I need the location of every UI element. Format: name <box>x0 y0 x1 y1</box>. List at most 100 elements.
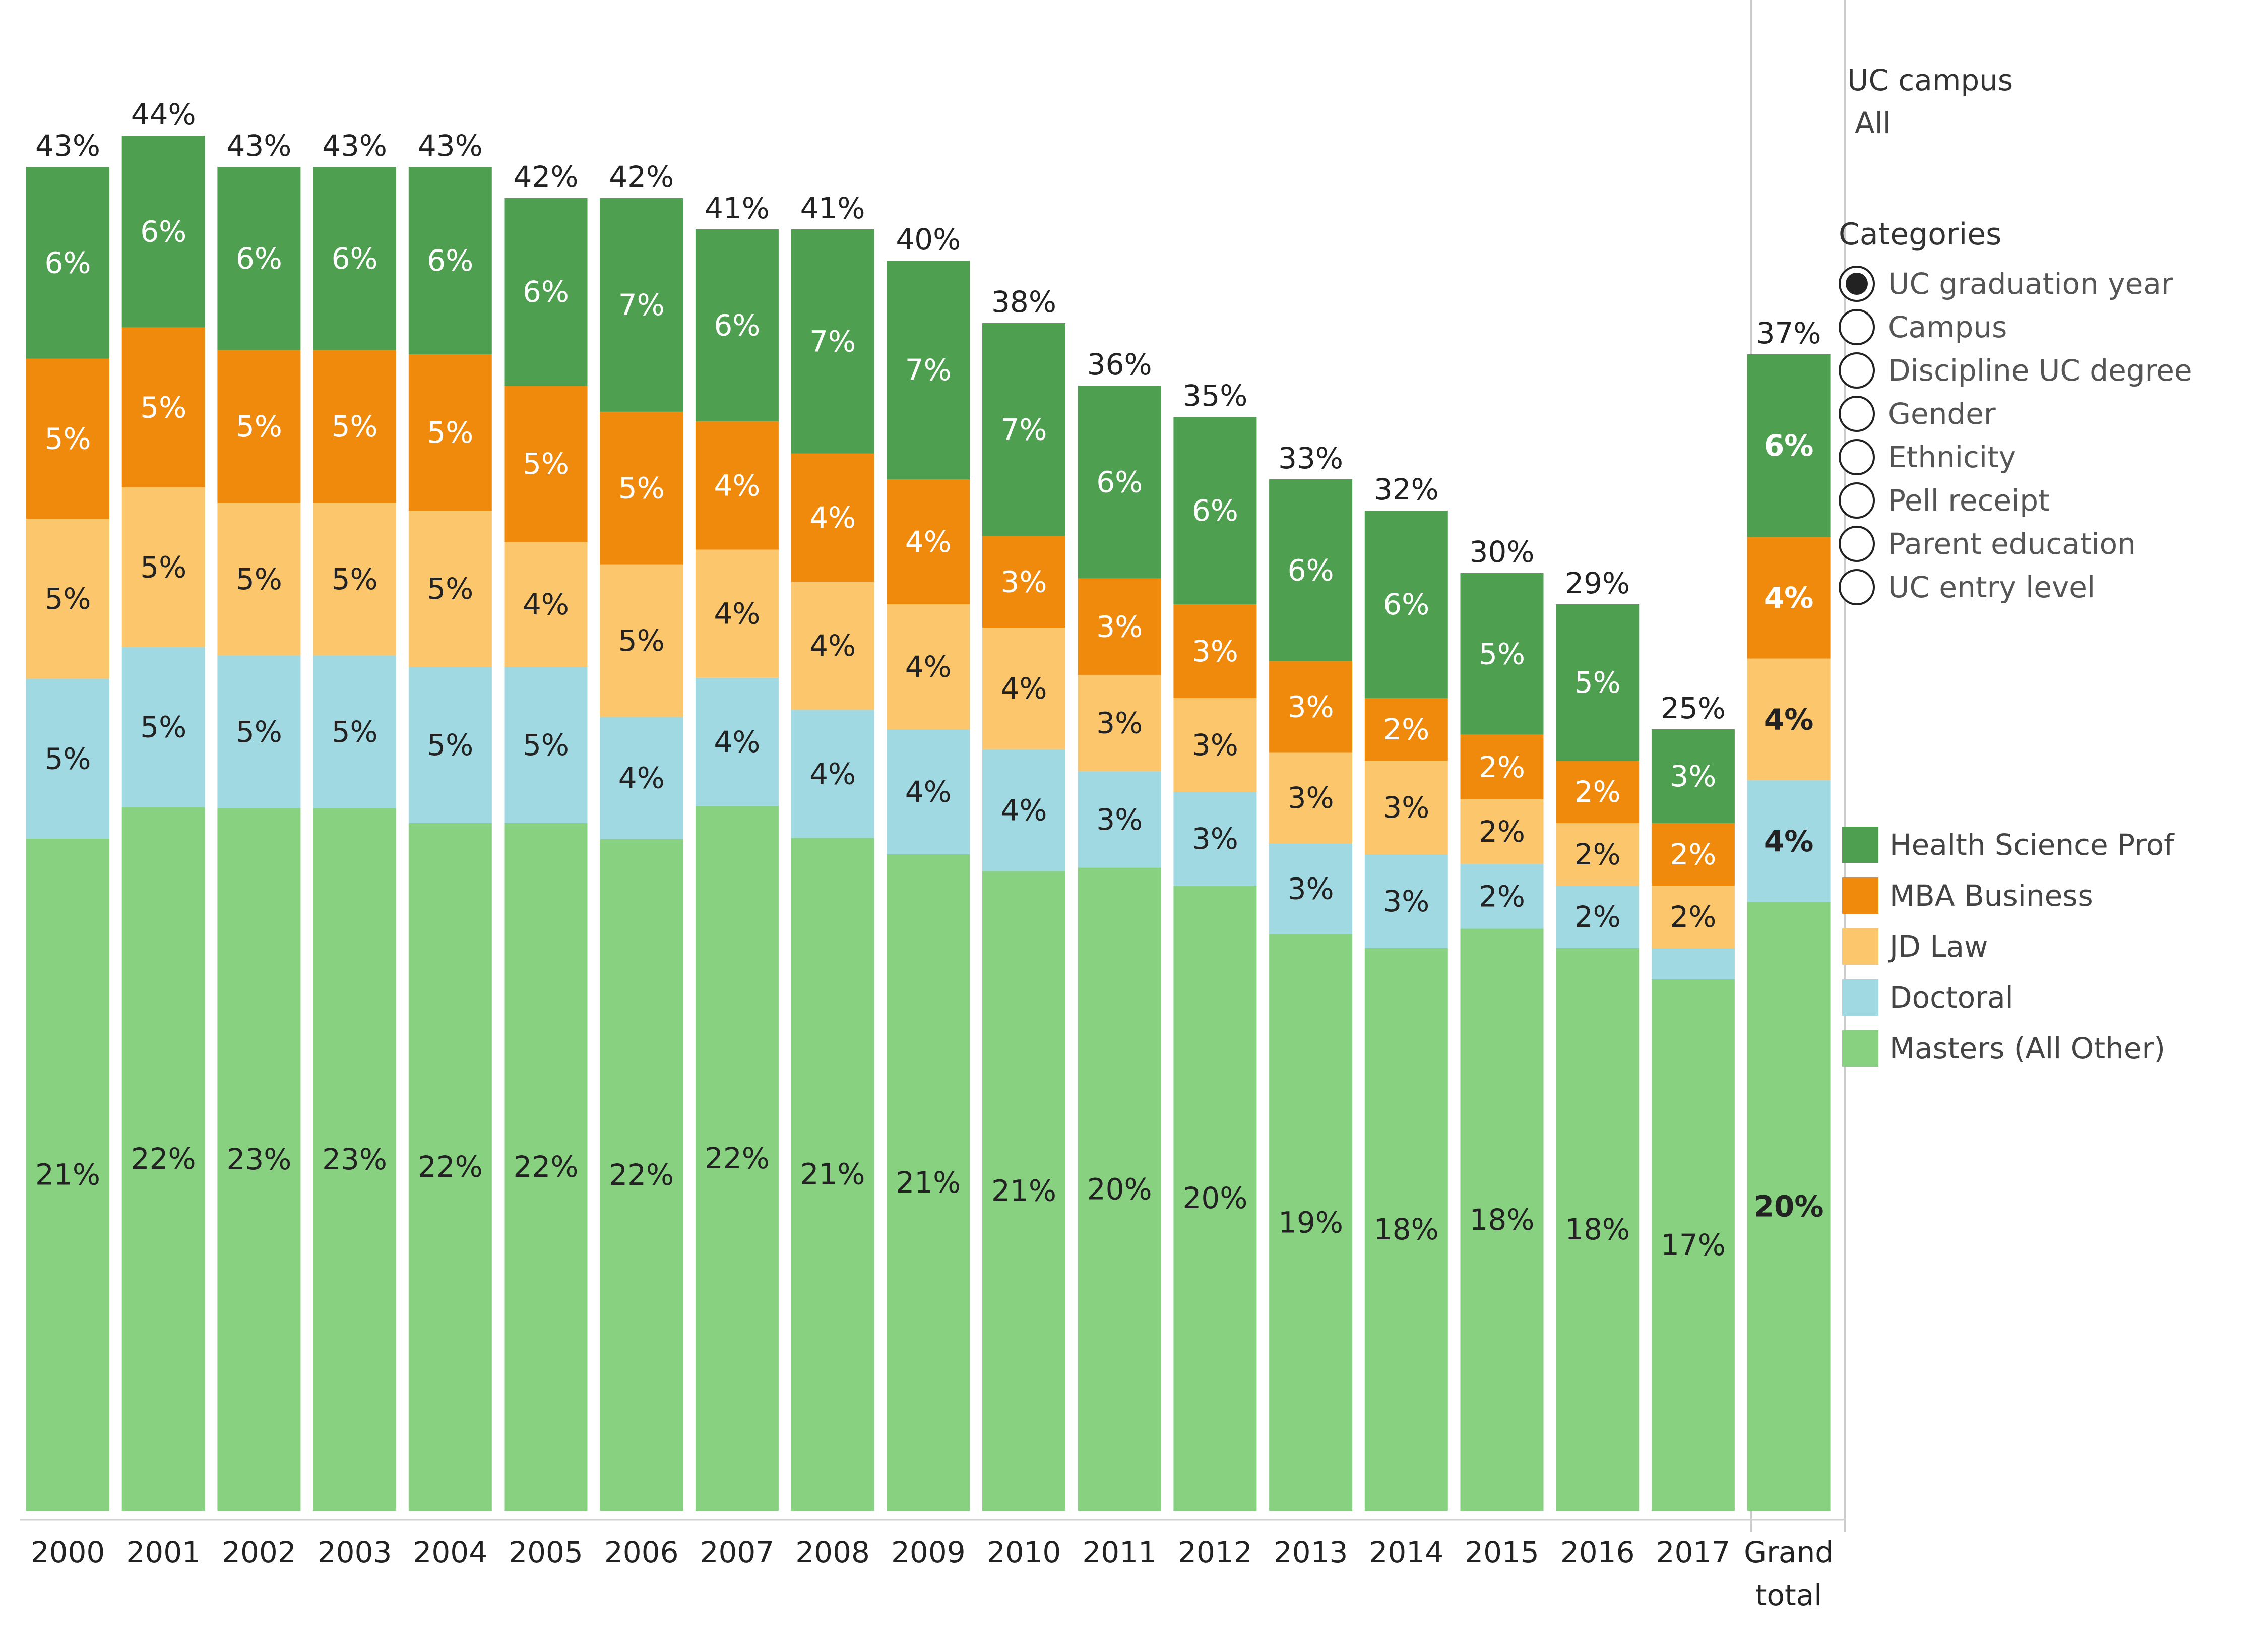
bar-segment-masters-all-other-2003[interactable] <box>313 808 397 1511</box>
bar-segment-jd-law-2008[interactable] <box>791 582 874 710</box>
bar-segment-mba-business-2001[interactable] <box>121 327 205 487</box>
bar-segment-jd-law-2011[interactable] <box>1078 674 1161 772</box>
bar-segment-doctoral-2017[interactable] <box>1651 948 1735 979</box>
bar-segment-doctoral-2015[interactable] <box>1460 864 1544 929</box>
bar-segment-health-science-prof-2010[interactable] <box>982 323 1065 536</box>
bar-segment-doctoral-2011[interactable] <box>1078 771 1161 868</box>
bar-segment-jd-law-2015[interactable] <box>1460 799 1544 864</box>
bar-segment-jd-law-2007[interactable] <box>695 549 779 678</box>
bar-segment-mba-business-2010[interactable] <box>982 536 1065 628</box>
bar-segment-health-science-prof-2015[interactable] <box>1460 573 1544 735</box>
bar-segment-doctoral-2007[interactable] <box>695 677 779 806</box>
bar-segment-health-science-prof-2017[interactable] <box>1651 729 1735 823</box>
radio-unselected-icon[interactable] <box>1839 352 1875 389</box>
bar-segment-health-science-prof-2005[interactable] <box>504 198 588 386</box>
bar-segment-health-science-prof-2009[interactable] <box>887 261 970 479</box>
bar-segment-mba-business-2008[interactable] <box>791 453 874 582</box>
bar-segment-masters-all-other-2001[interactable] <box>121 807 205 1511</box>
bar-segment-masters-all-other-2014[interactable] <box>1364 948 1448 1511</box>
bar-segment-mba-business-2014[interactable] <box>1364 698 1448 761</box>
bar-segment-doctoral-2008[interactable] <box>791 710 874 838</box>
bar-segment-health-science-prof-2001[interactable] <box>121 136 205 328</box>
bar-segment-doctoral-2004[interactable] <box>408 667 492 823</box>
bar-segment-jd-law-2001[interactable] <box>121 487 205 648</box>
bar-segment-mba-business-2017[interactable] <box>1651 823 1735 886</box>
bar-segment-masters-all-other-2013[interactable] <box>1269 934 1353 1511</box>
bar-segment-doctoral-2003[interactable] <box>313 655 397 808</box>
bar-segment-masters-all-other-2016[interactable] <box>1556 948 1640 1511</box>
bar-segment-jd-law-2010[interactable] <box>982 628 1065 749</box>
bar-segment-mba-business-2009[interactable] <box>887 479 970 604</box>
bar-segment-mba-business-2006[interactable] <box>600 411 683 565</box>
bar-segment-mba-business-2000[interactable] <box>26 358 109 519</box>
bar-segment-mba-business-2004[interactable] <box>408 354 492 511</box>
bar-segment-mba-business-2005[interactable] <box>504 386 588 542</box>
bar-segment-masters-all-other-2011[interactable] <box>1078 867 1161 1511</box>
bar-segment-jd-law-grand-total[interactable] <box>1747 658 1831 781</box>
bar-segment-jd-law-2012[interactable] <box>1173 698 1257 792</box>
bar-segment-doctoral-2006[interactable] <box>600 717 683 839</box>
bar-segment-masters-all-other-2008[interactable] <box>791 838 874 1511</box>
radio-unselected-icon[interactable] <box>1839 569 1875 605</box>
bar-segment-health-science-prof-2003[interactable] <box>313 167 397 350</box>
radio-unselected-icon[interactable] <box>1839 439 1875 475</box>
bar-segment-masters-all-other-2005[interactable] <box>504 823 588 1511</box>
bar-segment-mba-business-2011[interactable] <box>1078 578 1161 675</box>
bar-segment-masters-all-other-2007[interactable] <box>695 805 779 1511</box>
bar-segment-masters-all-other-2017[interactable] <box>1651 979 1735 1511</box>
bar-segment-masters-all-other-2015[interactable] <box>1460 928 1544 1511</box>
legend-item-doctoral[interactable]: Doctoral <box>1842 972 2174 1023</box>
radio-unselected-icon[interactable] <box>1839 482 1875 519</box>
bar-segment-masters-all-other-grand-total[interactable] <box>1747 902 1831 1511</box>
legend-item-health-science-prof[interactable]: Health Science Prof <box>1842 819 2174 870</box>
bar-segment-jd-law-2009[interactable] <box>887 604 970 729</box>
bar-segment-doctoral-2016[interactable] <box>1556 886 1640 948</box>
bar-segment-jd-law-2014[interactable] <box>1364 761 1448 854</box>
bar-segment-mba-business-grand-total[interactable] <box>1747 537 1831 659</box>
bar-segment-jd-law-2005[interactable] <box>504 542 588 667</box>
bar-segment-health-science-prof-2006[interactable] <box>600 198 683 412</box>
bar-segment-jd-law-2016[interactable] <box>1556 823 1640 886</box>
bar-segment-mba-business-2007[interactable] <box>695 421 779 550</box>
bar-segment-doctoral-2010[interactable] <box>982 749 1065 871</box>
bar-segment-mba-business-2016[interactable] <box>1556 761 1640 823</box>
bar-segment-masters-all-other-2002[interactable] <box>217 808 301 1511</box>
bar-segment-doctoral-2013[interactable] <box>1269 843 1353 934</box>
category-option-gender[interactable]: Gender <box>1839 392 2192 435</box>
bar-segment-health-science-prof-2014[interactable] <box>1364 511 1448 698</box>
bar-segment-health-science-prof-2008[interactable] <box>791 229 874 454</box>
bar-segment-doctoral-2001[interactable] <box>121 647 205 807</box>
category-option-pell-receipt[interactable]: Pell receipt <box>1839 479 2192 522</box>
bar-segment-mba-business-2012[interactable] <box>1173 604 1257 698</box>
bar-segment-health-science-prof-2004[interactable] <box>408 167 492 354</box>
bar-segment-masters-all-other-2004[interactable] <box>408 823 492 1511</box>
bar-segment-doctoral-2002[interactable] <box>217 655 301 808</box>
bar-segment-health-science-prof-2007[interactable] <box>695 229 779 422</box>
radio-unselected-icon[interactable] <box>1839 396 1875 432</box>
bar-segment-masters-all-other-2010[interactable] <box>982 871 1065 1511</box>
bar-segment-jd-law-2017[interactable] <box>1651 886 1735 948</box>
bar-segment-health-science-prof-2011[interactable] <box>1078 386 1161 579</box>
bar-segment-jd-law-2002[interactable] <box>217 503 301 656</box>
bar-segment-masters-all-other-2012[interactable] <box>1173 886 1257 1511</box>
radio-unselected-icon[interactable] <box>1839 309 1875 345</box>
legend-item-masters[interactable]: Masters (All Other) <box>1842 1023 2174 1074</box>
category-option-uc-entry-level[interactable]: UC entry level <box>1839 566 2192 609</box>
category-option-parent-education[interactable]: Parent education <box>1839 522 2192 566</box>
bar-segment-doctoral-grand-total[interactable] <box>1747 780 1831 902</box>
bar-segment-doctoral-2009[interactable] <box>887 729 970 854</box>
radio-unselected-icon[interactable] <box>1839 526 1875 562</box>
bar-segment-mba-business-2013[interactable] <box>1269 661 1353 753</box>
bar-segment-health-science-prof-grand-total[interactable] <box>1747 354 1831 537</box>
bar-segment-mba-business-2003[interactable] <box>313 350 397 503</box>
bar-segment-mba-business-2015[interactable] <box>1460 734 1544 799</box>
bar-segment-health-science-prof-2002[interactable] <box>217 167 301 350</box>
legend-item-mba-business[interactable]: MBA Business <box>1842 870 2174 921</box>
category-option-uc-graduation-year[interactable]: UC graduation year <box>1839 262 2192 305</box>
bar-segment-jd-law-2006[interactable] <box>600 564 683 717</box>
category-option-campus[interactable]: Campus <box>1839 305 2192 349</box>
bar-segment-health-science-prof-2012[interactable] <box>1173 417 1257 604</box>
bar-segment-jd-law-2000[interactable] <box>26 519 109 679</box>
bar-segment-doctoral-2012[interactable] <box>1173 792 1257 886</box>
bar-segment-mba-business-2002[interactable] <box>217 350 301 503</box>
